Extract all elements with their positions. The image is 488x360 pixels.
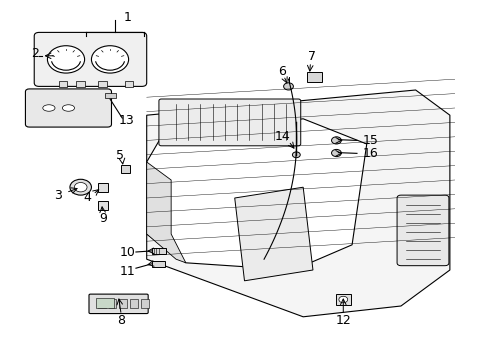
Circle shape [331, 137, 341, 144]
Text: 1: 1 [123, 11, 131, 24]
Bar [96, 298, 114, 308]
Bar [306, 72, 321, 82]
Circle shape [338, 296, 347, 303]
Polygon shape [146, 119, 366, 270]
Circle shape [47, 46, 84, 73]
Text: 3: 3 [54, 189, 61, 202]
Text: 5: 5 [116, 149, 123, 162]
Text: 6: 6 [277, 65, 285, 78]
Bar [59, 81, 67, 87]
Text: 12: 12 [335, 314, 350, 327]
Circle shape [292, 152, 300, 158]
Bar [98, 299, 105, 308]
Bar [151, 261, 165, 267]
FancyBboxPatch shape [159, 99, 300, 146]
Circle shape [91, 46, 128, 73]
Text: 8: 8 [117, 314, 125, 327]
Text: 4: 4 [83, 191, 91, 204]
Text: 7: 7 [307, 50, 315, 63]
Bar [98, 183, 107, 192]
Bar [130, 299, 138, 308]
Bar [98, 81, 106, 87]
Bar [151, 248, 166, 254]
Ellipse shape [62, 105, 74, 111]
Text: 13: 13 [118, 114, 134, 127]
Bar [124, 81, 133, 87]
FancyBboxPatch shape [25, 89, 111, 127]
Ellipse shape [43, 105, 55, 111]
Circle shape [74, 183, 87, 192]
Text: 2: 2 [31, 47, 39, 60]
Circle shape [331, 149, 341, 157]
Bar [76, 81, 84, 87]
Text: 10: 10 [119, 246, 135, 258]
Text: 9: 9 [99, 212, 106, 225]
Text: 14: 14 [274, 130, 290, 143]
FancyBboxPatch shape [396, 195, 448, 266]
Bar [121, 165, 130, 173]
FancyBboxPatch shape [34, 32, 146, 86]
Bar [98, 201, 107, 210]
Text: 15: 15 [362, 134, 378, 147]
Bar [119, 299, 127, 308]
Text: 11: 11 [119, 265, 135, 278]
Polygon shape [146, 162, 185, 263]
Circle shape [283, 83, 293, 90]
FancyBboxPatch shape [89, 294, 148, 314]
Text: 16: 16 [362, 147, 378, 160]
Bar [108, 299, 116, 308]
Bar [105, 93, 116, 98]
Polygon shape [234, 187, 312, 281]
Bar [335, 294, 350, 305]
Polygon shape [146, 90, 449, 317]
Bar [141, 299, 148, 308]
Circle shape [70, 179, 91, 195]
